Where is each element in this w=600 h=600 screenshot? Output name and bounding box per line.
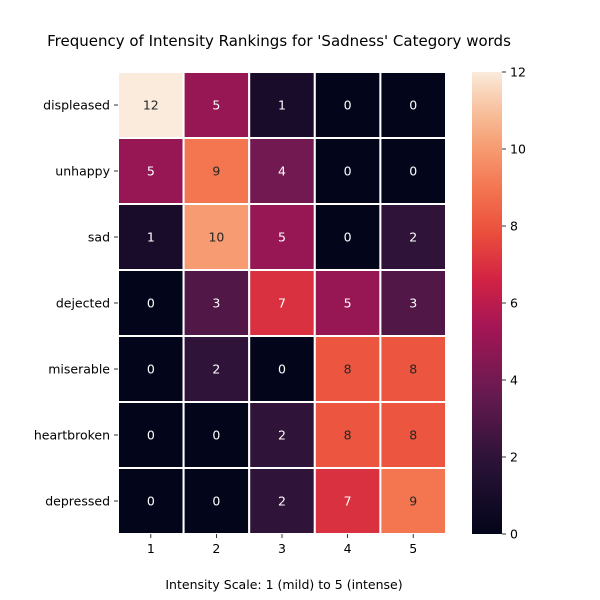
- colorbar-tick-label: 12: [510, 65, 526, 80]
- cell-value-label: 1: [147, 230, 155, 245]
- cell-value-label: 0: [409, 164, 417, 179]
- cell-value-label: 0: [409, 98, 417, 113]
- colorbar-ticks: 0 2 4 6 8 10 12: [502, 65, 526, 542]
- x-tick-labels: 1 2 3 4 5: [147, 534, 417, 556]
- cell-value-label: 0: [212, 494, 220, 509]
- x-axis-label: Intensity Scale: 1 (mild) to 5 (intense): [165, 577, 402, 592]
- heatmap-cell: [379, 401, 447, 469]
- y-tick-label: unhappy: [55, 164, 110, 179]
- cell-value-label: 0: [344, 230, 352, 245]
- cell-value-label: 12: [143, 98, 159, 113]
- heatmap-cells: 12 5 1 0 05 9 4 0 01 10 5 0 20 3 7 5 30 2 0 8 80 0 2 8 80 0 2 7 9: [117, 71, 447, 535]
- x-tick-label: 3: [278, 541, 286, 556]
- cell-value-label: 5: [147, 164, 155, 179]
- y-tick-label: dejected: [56, 296, 110, 311]
- colorbar: 0 2 4 6 8 10 12: [472, 65, 526, 542]
- heatmap-cell: [182, 401, 251, 469]
- cell-value-label: 3: [212, 296, 220, 311]
- cell-value-label: 1: [278, 98, 286, 113]
- heatmap-cell: [182, 269, 251, 337]
- heatmap-cell: [248, 335, 316, 403]
- cell-value-label: 0: [344, 98, 352, 113]
- cell-value-label: 2: [212, 362, 220, 377]
- heatmap-cell: [182, 335, 251, 403]
- colorbar-tick-label: 4: [510, 373, 518, 388]
- heatmap-cell: [313, 401, 382, 469]
- cell-value-label: 2: [409, 230, 417, 245]
- cell-value-label: 7: [344, 494, 352, 509]
- cell-value-label: 8: [409, 362, 417, 377]
- colorbar-tick-label: 0: [510, 527, 518, 542]
- cell-value-label: 8: [409, 428, 417, 443]
- cell-value-label: 5: [212, 98, 220, 113]
- cell-value-label: 2: [278, 428, 286, 443]
- colorbar-tick-label: 8: [510, 219, 518, 234]
- x-tick-label: 4: [344, 541, 352, 556]
- cell-value-label: 0: [147, 494, 155, 509]
- heatmap-cell: [182, 203, 251, 271]
- cell-value-label: 9: [409, 494, 417, 509]
- heatmap-cell: [379, 137, 447, 205]
- cell-value-label: 10: [208, 230, 224, 245]
- y-tick-labels: displeased unhappy sad dejected miserable hea…: [34, 98, 118, 509]
- cell-value-label: 0: [147, 296, 155, 311]
- cell-value-label: 0: [344, 164, 352, 179]
- cell-value-label: 5: [344, 296, 352, 311]
- cell-value-label: 4: [278, 164, 286, 179]
- colorbar-tick-label: 10: [510, 142, 526, 157]
- y-tick-label: miserable: [48, 362, 110, 377]
- cell-value-label: 7: [278, 296, 286, 311]
- cell-value-label: 8: [344, 362, 352, 377]
- x-tick-label: 5: [409, 541, 417, 556]
- cell-value-label: 0: [147, 362, 155, 377]
- y-tick-label: displeased: [43, 98, 110, 113]
- colorbar-tick-label: 6: [510, 296, 518, 311]
- cell-value-label: 0: [147, 428, 155, 443]
- chart-title: Frequency of Intensity Rankings for 'Sad…: [47, 32, 511, 50]
- cell-value-label: 8: [344, 428, 352, 443]
- y-tick-label: sad: [88, 230, 110, 245]
- heatmap-cell: [313, 269, 382, 337]
- heatmap-cell: [182, 71, 251, 139]
- heatmap-cell: [117, 467, 185, 535]
- colorbar-gradient: [472, 72, 502, 534]
- heatmap-cell: [248, 137, 316, 205]
- cell-value-label: 9: [212, 164, 220, 179]
- y-tick-label: heartbroken: [34, 428, 110, 443]
- cell-value-label: 5: [278, 230, 286, 245]
- x-tick-label: 2: [212, 541, 220, 556]
- y-tick-label: depressed: [45, 494, 110, 509]
- cell-value-label: 0: [278, 362, 286, 377]
- colorbar-tick-label: 2: [510, 450, 518, 465]
- cell-value-label: 2: [278, 494, 286, 509]
- heatmap-cell: [379, 269, 447, 337]
- x-tick-label: 1: [147, 541, 155, 556]
- cell-value-label: 3: [409, 296, 417, 311]
- cell-value-label: 0: [212, 428, 220, 443]
- heatmap-cell: [313, 203, 382, 271]
